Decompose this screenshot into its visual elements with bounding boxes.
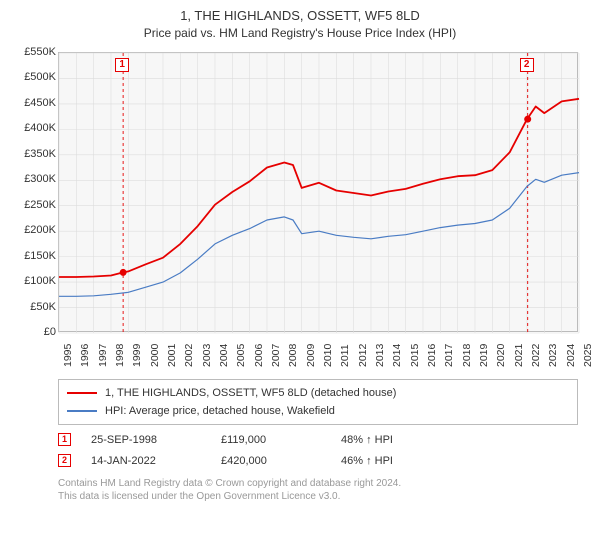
x-axis-label: 2008 xyxy=(287,355,299,367)
x-axis-label: 1996 xyxy=(79,355,91,367)
sale-date: 14-JAN-2022 xyxy=(91,455,201,467)
x-axis-label: 2012 xyxy=(357,355,369,367)
x-axis-label: 2021 xyxy=(513,355,525,367)
x-axis-label: 2024 xyxy=(565,355,577,367)
x-axis-label: 2017 xyxy=(443,355,455,367)
y-axis-label: £550K xyxy=(12,46,56,58)
x-axis-label: 1998 xyxy=(114,355,126,367)
y-axis-label: £350K xyxy=(12,148,56,160)
x-axis-label: 2020 xyxy=(495,355,507,367)
attribution-line1: Contains HM Land Registry data © Crown c… xyxy=(58,477,578,490)
x-axis-label: 2025 xyxy=(582,355,594,367)
y-axis-label: £200K xyxy=(12,224,56,236)
y-axis-label: £150K xyxy=(12,250,56,262)
y-axis-label: £100K xyxy=(12,275,56,287)
x-axis-label: 2007 xyxy=(270,355,282,367)
y-axis-label: £500K xyxy=(12,71,56,83)
x-axis-label: 2023 xyxy=(547,355,559,367)
plot-area xyxy=(58,52,578,332)
x-axis-label: 2011 xyxy=(339,355,351,367)
sale-row: 2 14-JAN-2022 £420,000 46% ↑ HPI xyxy=(58,454,578,467)
x-axis-label: 2022 xyxy=(530,355,542,367)
chart-title: 1, THE HIGHLANDS, OSSETT, WF5 8LD xyxy=(12,8,588,23)
x-axis-label: 2002 xyxy=(183,355,195,367)
legend-swatch-a xyxy=(67,392,97,394)
x-axis-label: 1997 xyxy=(97,355,109,367)
legend: 1, THE HIGHLANDS, OSSETT, WF5 8LD (detac… xyxy=(58,379,578,425)
x-axis-label: 2006 xyxy=(253,355,265,367)
legend-label-a: 1, THE HIGHLANDS, OSSETT, WF5 8LD (detac… xyxy=(105,384,396,402)
x-axis-label: 2019 xyxy=(478,355,490,367)
plot-svg xyxy=(59,53,579,333)
sale-delta: 48% ↑ HPI xyxy=(341,434,393,446)
sale-price: £119,000 xyxy=(221,434,321,446)
x-axis-label: 2005 xyxy=(235,355,247,367)
y-axis-label: £50K xyxy=(12,301,56,313)
x-axis-label: 2015 xyxy=(409,355,421,367)
x-axis-label: 2003 xyxy=(201,355,213,367)
x-axis-label: 2018 xyxy=(461,355,473,367)
attribution: Contains HM Land Registry data © Crown c… xyxy=(58,477,578,503)
sale-delta: 46% ↑ HPI xyxy=(341,455,393,467)
x-axis-label: 1999 xyxy=(131,355,143,367)
chart-area: £0 £50K £100K £150K £200K £250K £300K £350K £400… xyxy=(12,48,588,373)
x-axis-label: 2010 xyxy=(322,355,334,367)
legend-item-a: 1, THE HIGHLANDS, OSSETT, WF5 8LD (detac… xyxy=(67,384,569,402)
y-axis-label: £250K xyxy=(12,199,56,211)
y-axis-label: £400K xyxy=(12,122,56,134)
y-axis-label: £0 xyxy=(12,326,56,338)
sale-date: 25-SEP-1998 xyxy=(91,434,201,446)
sale-row: 1 25-SEP-1998 £119,000 48% ↑ HPI xyxy=(58,433,578,446)
sale-marker-badge: 1 xyxy=(115,58,129,72)
x-axis-label: 1995 xyxy=(62,355,74,367)
x-axis-label: 2016 xyxy=(426,355,438,367)
legend-label-b: HPI: Average price, detached house, Wake… xyxy=(105,402,335,420)
chart-subtitle: Price paid vs. HM Land Registry's House … xyxy=(12,26,588,40)
sale-marker-icon: 1 xyxy=(58,433,71,446)
legend-item-b: HPI: Average price, detached house, Wake… xyxy=(67,402,569,420)
attribution-line2: This data is licensed under the Open Gov… xyxy=(58,490,578,503)
sale-marker-icon: 2 xyxy=(58,454,71,467)
sale-marker-badge: 2 xyxy=(520,58,534,72)
x-axis-label: 2013 xyxy=(374,355,386,367)
x-axis-label: 2000 xyxy=(149,355,161,367)
y-axis-label: £450K xyxy=(12,97,56,109)
sale-price: £420,000 xyxy=(221,455,321,467)
x-axis-label: 2004 xyxy=(218,355,230,367)
x-axis-label: 2001 xyxy=(166,355,178,367)
y-axis-label: £300K xyxy=(12,173,56,185)
x-axis-label: 2009 xyxy=(305,355,317,367)
x-axis-label: 2014 xyxy=(391,355,403,367)
legend-swatch-b xyxy=(67,410,97,412)
